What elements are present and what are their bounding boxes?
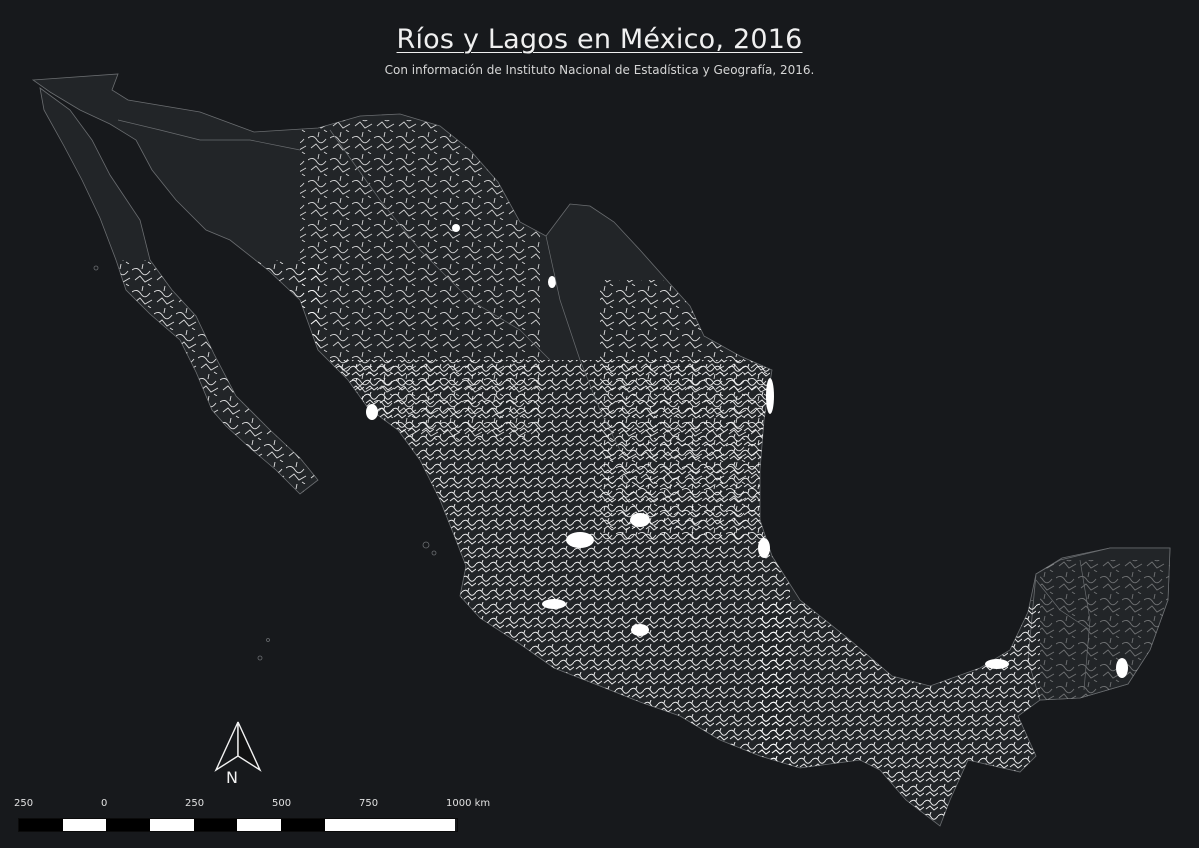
scale-segment <box>150 819 194 831</box>
scale-segment <box>63 819 106 831</box>
map-subtitle: Con información de Instituto Nacional de… <box>384 63 815 77</box>
map-title: Ríos y Lagos en México, 2016 <box>396 24 803 55</box>
scale-segment <box>237 819 281 831</box>
scale-segment <box>325 819 455 831</box>
north-arrow-label: N <box>226 768 238 787</box>
scale-tick-label: 750 <box>359 798 379 809</box>
state-borders <box>117 119 1091 691</box>
scale-segment <box>281 819 325 831</box>
scale-segment <box>106 819 150 831</box>
scale-tick-label: 250 <box>14 798 34 809</box>
islands <box>93 265 437 661</box>
scale-bar <box>18 818 458 832</box>
scale-tick-label: 500 <box>272 798 292 809</box>
north-arrow-icon <box>214 721 262 772</box>
scale-segment <box>19 819 63 831</box>
scale-tick-label: 250 <box>185 798 205 809</box>
scale-segment <box>194 819 237 831</box>
scale-tick-label: 1000 km <box>446 798 491 809</box>
lakes <box>366 224 1128 678</box>
scale-tick-label: 0 <box>101 798 108 809</box>
